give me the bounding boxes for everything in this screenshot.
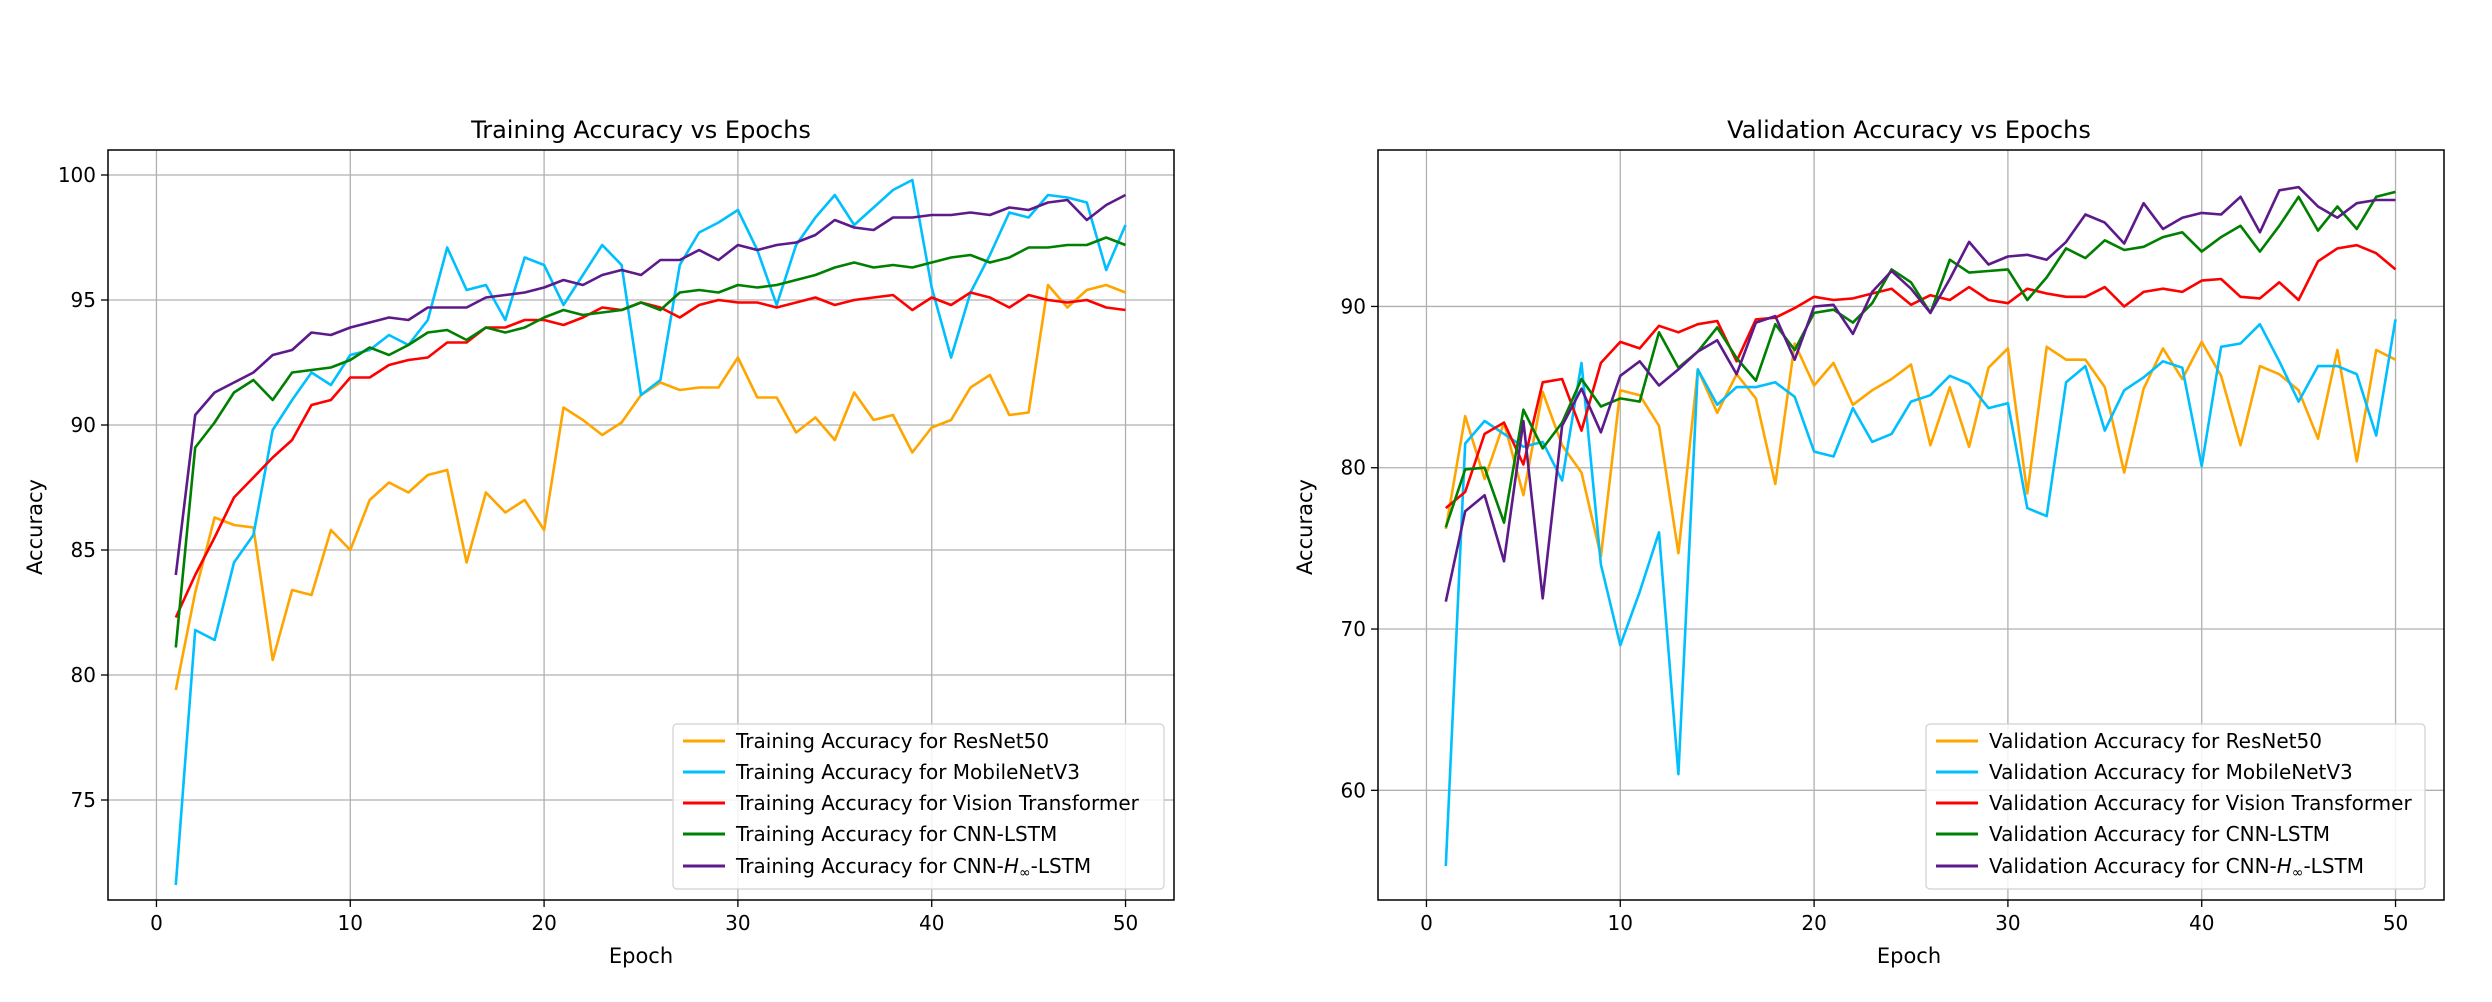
validation-legend-label-prefix: Validation Accuracy for CNN- [1989,854,2277,878]
validation-ytick-label-70: 70 [1341,617,1366,641]
training-xtick-label-30: 30 [725,911,750,935]
training-legend: Training Accuracy for ResNet50 Training … [672,723,1165,890]
validation-xtick-label-30: 30 [1995,911,2020,935]
training-legend-label-cnn-lstm: Training Accuracy for CNN-LSTM [735,822,1057,846]
training-chart-title: Training Accuracy vs Epochs [470,116,811,144]
training-legend-label-vision-transformer: Training Accuracy for Vision Transformer [735,791,1140,815]
training-legend-label-cnn-hinf-lstm: Training Accuracy for CNN-H∞-LSTM [735,854,1091,881]
validation-chart-title: Validation Accuracy vs Epochs [1727,116,2091,144]
training-legend-label-prefix: Training Accuracy for CNN- [735,854,1004,878]
validation-legend-label-vision-transformer: Validation Accuracy for Vision Transform… [1989,791,2412,815]
training-axes-frame [107,149,1175,901]
training-xtick-label-20: 20 [531,911,556,935]
training-legend-label-suffix: -LSTM [1031,854,1092,878]
training-series-line-cnn-lstm [174,236,1126,648]
validation-legend-label-resnet50: Validation Accuracy for ResNet50 [1989,729,2322,753]
training-ytick-label-80: 80 [71,663,96,687]
training-ytick-label-75: 75 [71,788,96,812]
validation-legend-label-h: H [2277,854,2292,878]
validation-legend-label-cnn-hinf-lstm: Validation Accuracy for CNN-H∞-LSTM [1989,854,2364,881]
validation-ytick-label-80: 80 [1341,456,1366,480]
validation-series-line-mobilenetv3 [1444,319,2397,867]
training-legend-label-h: H [1004,854,1019,878]
validation-legend-label-inf: ∞ [2292,865,2304,881]
training-xtick-label-10: 10 [338,911,363,935]
validation-ytick-label-90: 90 [1341,294,1366,318]
training-legend-box [672,723,1165,890]
validation-xtick-label-20: 20 [1801,911,1826,935]
training-ytick-label-95: 95 [71,288,96,312]
validation-axes-frame [1377,149,2445,901]
validation-xtick-label-50: 50 [2383,911,2408,935]
training-plot-area: 0 10 20 30 40 50 75 80 85 90 95 100 [58,149,1175,935]
training-xtick-label-50: 50 [1113,911,1138,935]
validation-ytick-label-60: 60 [1341,778,1366,802]
validation-xtick-label-0: 0 [1420,911,1433,935]
validation-xtick-label-40: 40 [2189,911,2214,935]
validation-legend-label-mobilenetv3: Validation Accuracy for MobileNetV3 [1989,760,2353,784]
training-legend-label-inf: ∞ [1019,865,1031,881]
validation-plot-area: 0 10 20 30 40 50 60 70 80 90 [1341,149,2445,935]
validation-series-line-cnn-hinf-lstm [1444,185,2396,602]
training-y-axis-label: Accuracy [23,479,47,575]
validation-legend-box [1925,723,2426,890]
training-ytick-label-85: 85 [71,538,96,562]
training-ytick-label-100: 100 [58,163,96,187]
training-x-axis-label: Epoch [609,944,673,968]
training-series-line-mobilenetv3 [174,178,1127,886]
validation-legend: Validation Accuracy for ResNet50 Validat… [1925,723,2426,890]
training-legend-label-mobilenetv3: Training Accuracy for MobileNetV3 [735,760,1080,784]
training-legend-label-resnet50: Training Accuracy for ResNet50 [735,729,1049,753]
validation-xtick-label-10: 10 [1608,911,1633,935]
training-ytick-label-90: 90 [71,413,96,437]
validation-x-axis-label: Epoch [1877,944,1941,968]
validation-series-line-resnet50 [1444,340,2397,558]
training-series-line-cnn-hinf-lstm [174,193,1127,576]
training-accuracy-chart: Training Accuracy vs Epochs Epoch Accura… [23,116,1175,968]
validation-legend-label-cnn-lstm: Validation Accuracy for CNN-LSTM [1989,822,2330,846]
training-xtick-label-0: 0 [150,911,163,935]
validation-y-axis-label: Accuracy [1293,479,1317,575]
validation-series-line-cnn-lstm [1444,190,2396,528]
training-xtick-label-40: 40 [919,911,944,935]
validation-legend-label-suffix: -LSTM [2303,854,2364,878]
validation-accuracy-chart: Validation Accuracy vs Epochs Epoch Accu… [1293,116,2445,968]
